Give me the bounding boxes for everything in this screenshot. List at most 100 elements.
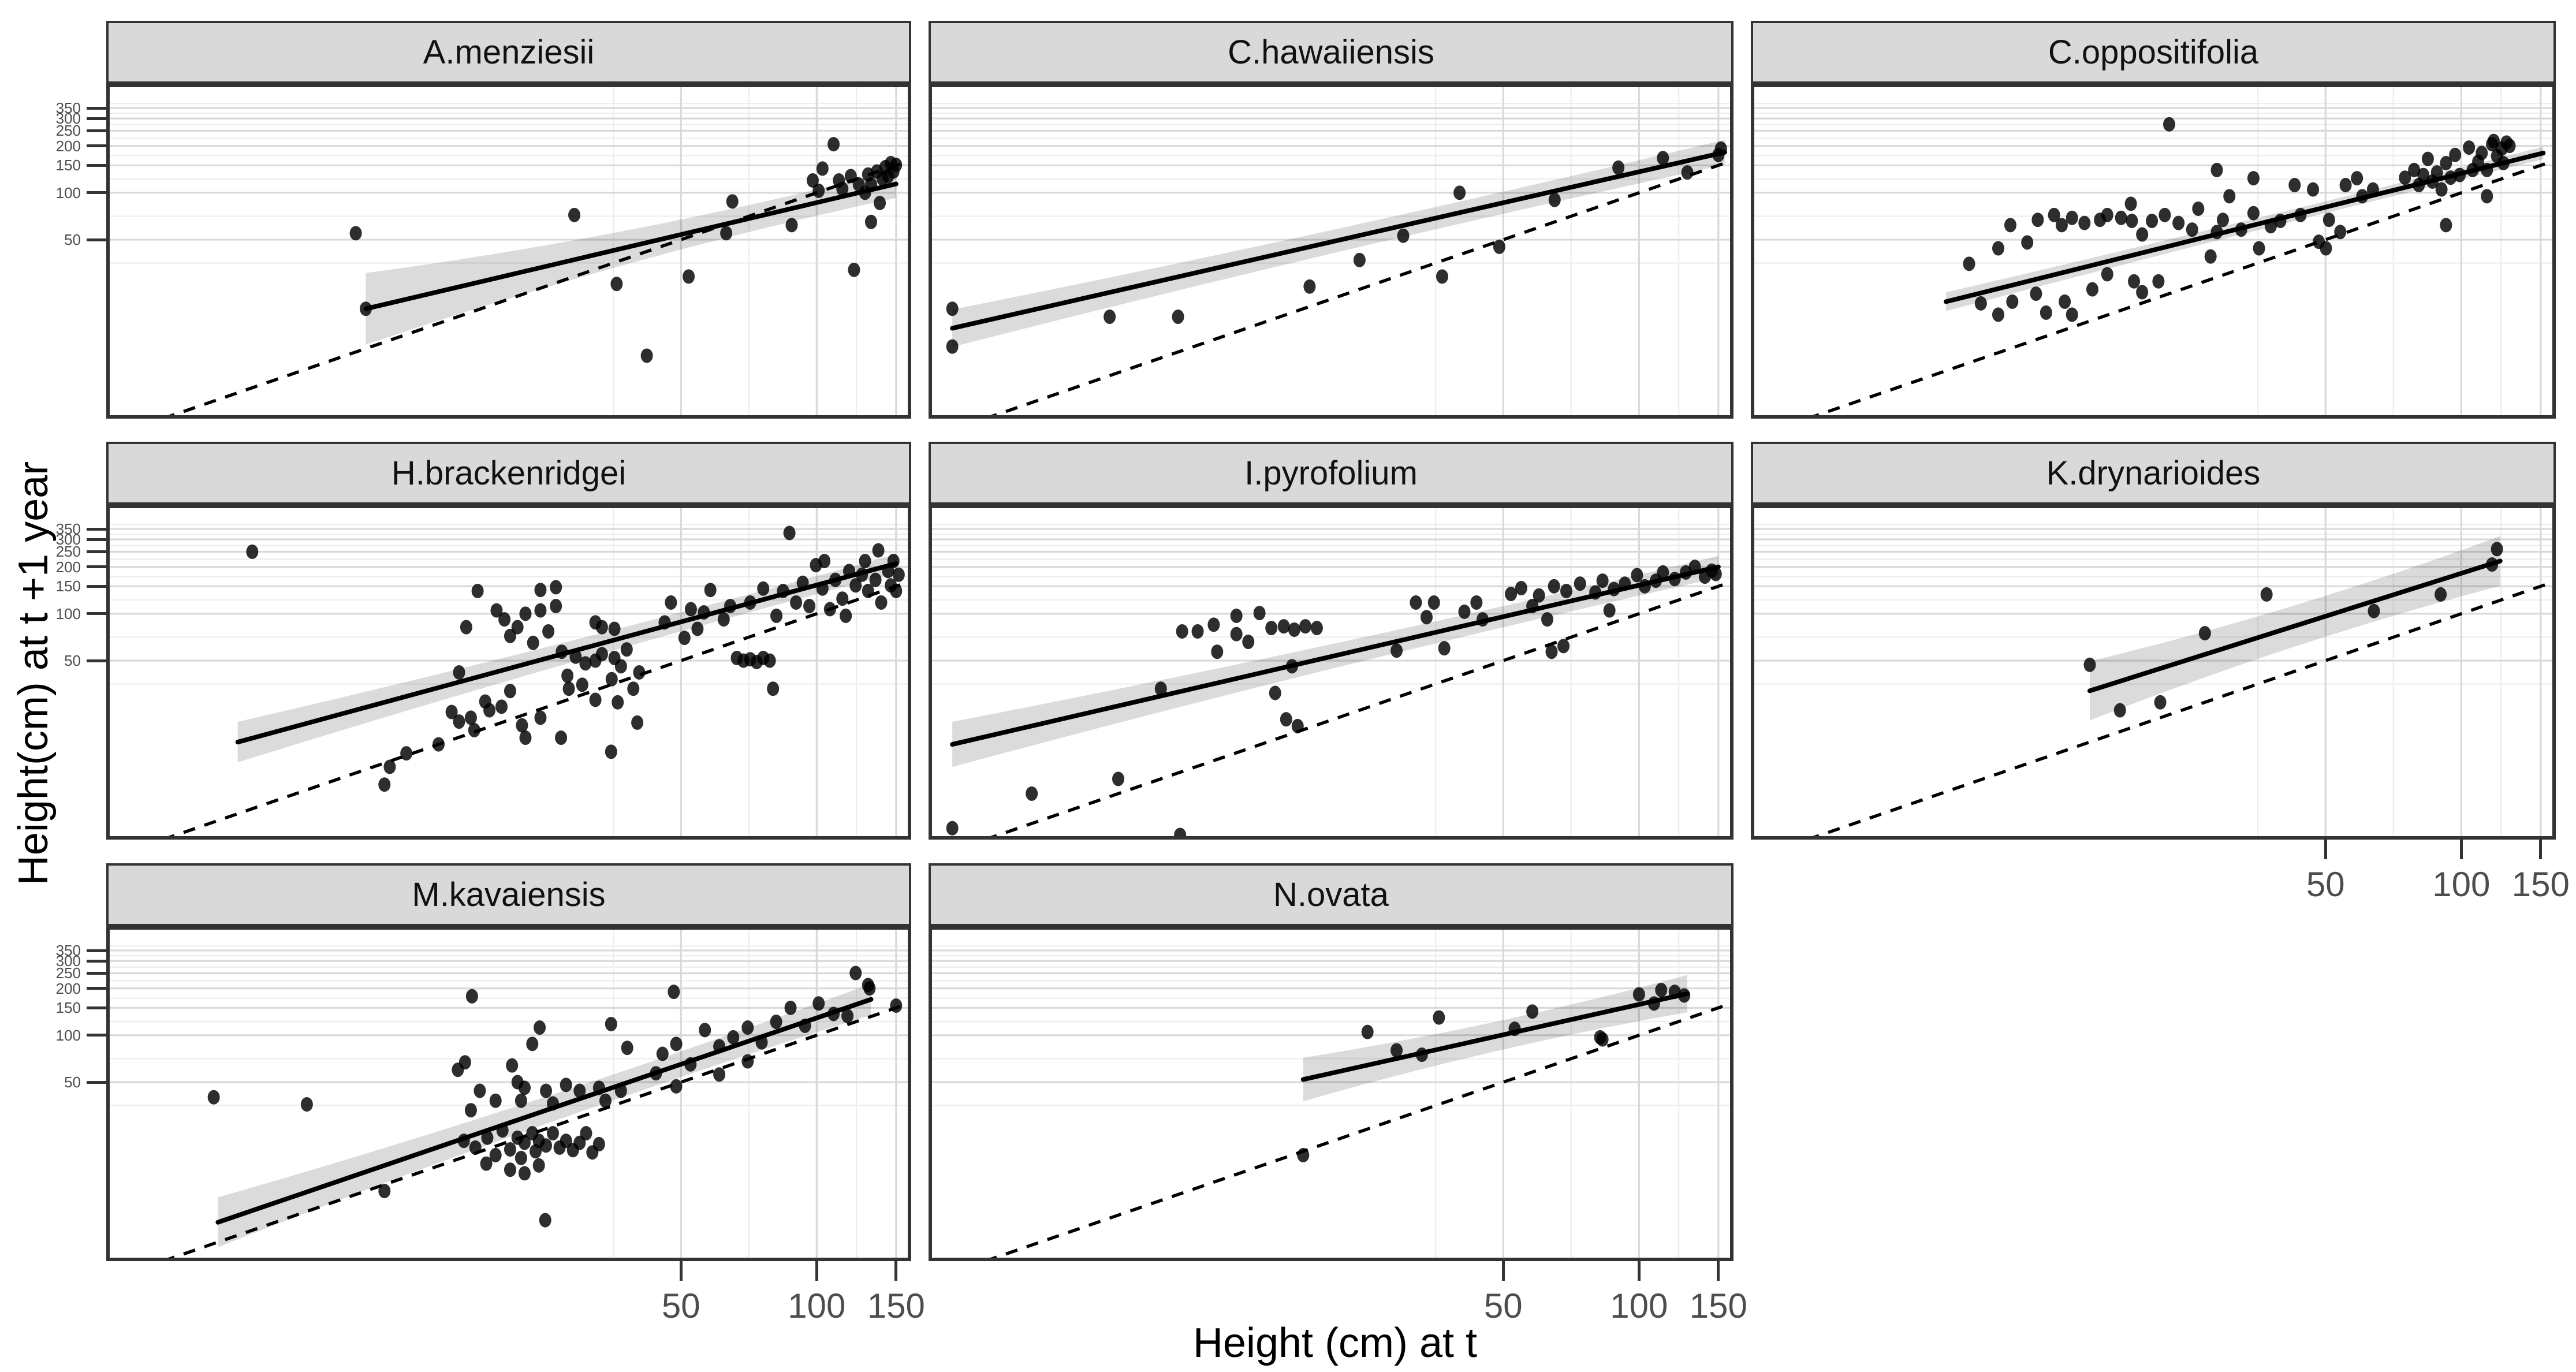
data-point	[2334, 225, 2347, 240]
data-point	[2288, 178, 2301, 193]
regression-line	[363, 181, 899, 311]
data-point	[300, 1097, 313, 1112]
y-tick-label: 200	[55, 137, 81, 155]
data-point	[2126, 214, 2138, 229]
data-point	[2440, 155, 2452, 170]
x-tick-mark	[815, 1261, 818, 1281]
data-point	[1963, 256, 1975, 271]
identity-line	[1807, 158, 2556, 419]
data-point	[946, 821, 959, 836]
y-tick-mark	[87, 949, 106, 952]
data-point	[727, 1030, 740, 1045]
facet-panel-C.oppositifolia	[1751, 84, 2556, 419]
facet-strip-C.oppositifolia: C.oppositifolia	[1751, 21, 2556, 84]
data-point	[691, 621, 704, 636]
data-point	[713, 1039, 726, 1054]
data-point	[560, 1134, 572, 1149]
x-tick-label: 100	[1610, 1287, 1668, 1325]
data-point	[2356, 189, 2369, 204]
y-tick-mark	[87, 565, 106, 569]
data-point	[812, 183, 825, 198]
y-tick-label: 100	[55, 605, 81, 622]
facet-strip-label: I.pyrofolium	[1244, 454, 1418, 492]
data-point	[2048, 207, 2060, 222]
data-point	[2497, 155, 2510, 170]
y-tick-mark	[87, 538, 106, 541]
data-point	[539, 1213, 551, 1228]
data-point	[670, 1079, 683, 1094]
facet-panel-I.pyrofolium	[929, 505, 1734, 840]
data-point	[515, 1093, 527, 1108]
data-point	[741, 1020, 754, 1035]
data-point	[1285, 659, 1298, 674]
data-point	[1172, 310, 1184, 325]
data-point	[1415, 1047, 1428, 1062]
data-point	[670, 1037, 683, 1052]
data-point	[1974, 296, 1987, 311]
y-tick-label: 300	[55, 531, 81, 549]
data-point	[2235, 222, 2247, 237]
data-point	[2435, 182, 2448, 197]
data-point	[849, 578, 862, 593]
data-point	[827, 1006, 840, 1021]
data-point	[489, 1147, 502, 1162]
data-point	[608, 621, 621, 636]
data-point	[2192, 201, 2205, 216]
data-point	[599, 1093, 612, 1108]
data-point	[665, 595, 677, 610]
data-point	[726, 194, 739, 209]
data-point	[468, 722, 480, 737]
data-point	[2101, 267, 2113, 282]
data-point	[650, 1066, 662, 1081]
facet-strip-A.menziesii: A.menziesii	[106, 21, 911, 84]
x-tick-mark	[679, 1261, 683, 1281]
data-point	[589, 615, 602, 630]
data-point	[887, 554, 900, 569]
data-point	[490, 603, 503, 618]
data-point	[504, 1142, 516, 1157]
y-tick-label: 200	[55, 979, 81, 997]
data-point	[1596, 573, 1609, 588]
data-point	[445, 704, 458, 719]
y-tick-label: 300	[55, 952, 81, 970]
data-point	[573, 1083, 586, 1098]
data-point	[1657, 565, 1669, 580]
y-tick-mark	[87, 987, 106, 990]
data-point	[1596, 1032, 1609, 1047]
data-point	[2210, 225, 2223, 240]
data-point	[704, 583, 717, 598]
data-point	[483, 703, 496, 718]
data-point	[2136, 227, 2149, 242]
facet-strip-I.pyrofolium: I.pyrofolium	[929, 442, 1734, 505]
data-point	[2351, 171, 2363, 186]
data-point	[864, 177, 877, 192]
data-point	[2454, 167, 2466, 182]
data-point	[495, 699, 508, 714]
facet-plot-svg	[106, 926, 911, 1261]
data-point	[534, 710, 547, 725]
data-point	[2339, 178, 2352, 193]
data-point	[2030, 286, 2042, 301]
data-point	[378, 1184, 391, 1199]
data-point	[2294, 207, 2307, 222]
data-point	[763, 653, 776, 668]
data-point	[534, 583, 547, 598]
data-point	[2021, 235, 2034, 250]
facet-strip-label: H.brackenridgei	[391, 454, 627, 492]
data-point	[359, 301, 372, 316]
data-point	[1230, 608, 1243, 623]
panel-border	[1751, 505, 2556, 840]
data-point	[458, 1055, 471, 1070]
facet-panel-M.kavaiensis	[106, 926, 911, 1261]
data-point	[1112, 771, 1125, 786]
data-point	[2083, 657, 2096, 672]
data-point	[784, 1000, 797, 1015]
data-point	[1280, 712, 1292, 727]
facet-strip-C.hawaiiensis: C.hawaiiensis	[929, 21, 1734, 84]
data-point	[1397, 228, 1410, 243]
data-point	[2210, 162, 2223, 177]
panel-border	[929, 84, 1734, 419]
data-point	[1269, 685, 1281, 700]
data-point	[1438, 641, 1451, 656]
data-point	[519, 606, 532, 621]
